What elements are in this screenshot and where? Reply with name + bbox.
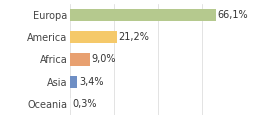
Bar bbox=[70, 31, 117, 43]
Text: 21,2%: 21,2% bbox=[118, 32, 150, 42]
Text: 0,3%: 0,3% bbox=[73, 99, 97, 109]
Bar bbox=[70, 53, 90, 66]
Text: 9,0%: 9,0% bbox=[92, 54, 116, 64]
Text: 66,1%: 66,1% bbox=[218, 10, 248, 20]
Text: 3,4%: 3,4% bbox=[79, 77, 104, 87]
Bar bbox=[70, 98, 71, 110]
Bar bbox=[70, 76, 78, 88]
Bar bbox=[70, 9, 216, 21]
